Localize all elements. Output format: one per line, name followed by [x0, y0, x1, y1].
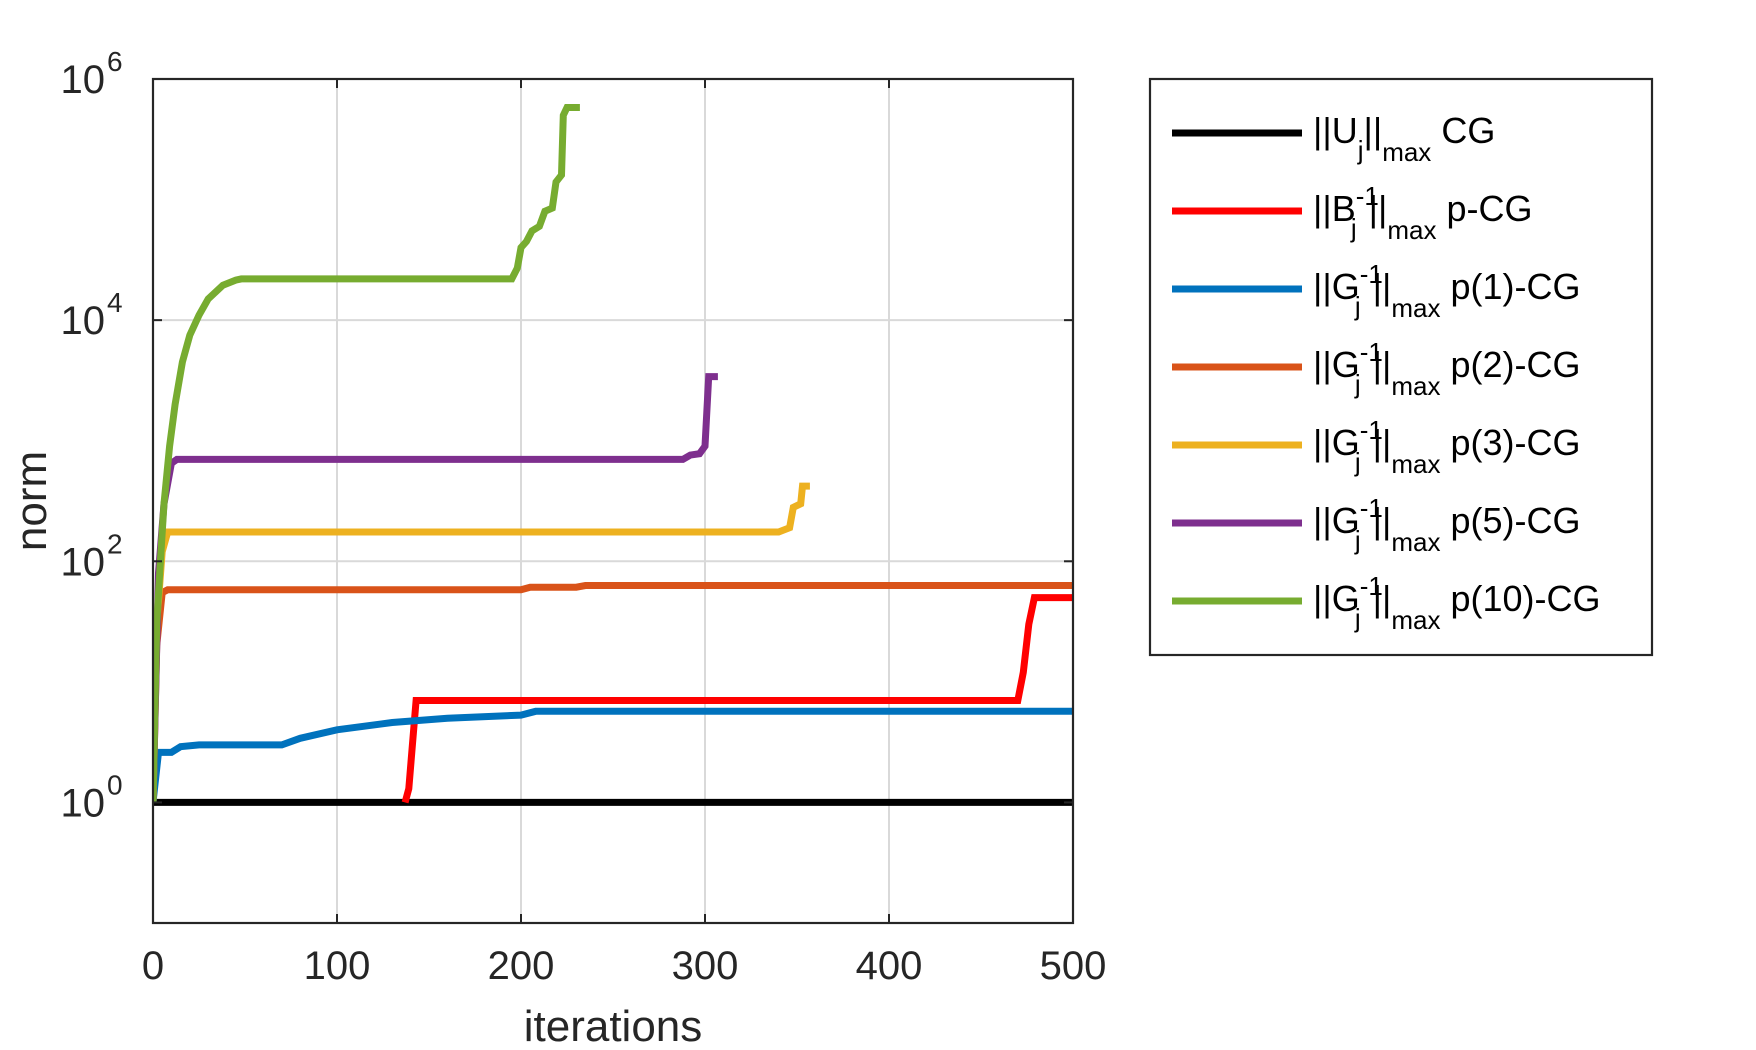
legend-label: ||Uj||max CG — [1313, 110, 1495, 167]
y-tick-label: 10 — [61, 58, 106, 102]
legend-entry-2: ||G-1 j ||max p(1)-CG — [1172, 259, 1580, 323]
y-tick-exponent: 0 — [107, 769, 123, 800]
legend-label: ||G-1 j ||max p(3)-CG — [1313, 415, 1580, 479]
legend-label: ||G-1 j ||max p(1)-CG — [1313, 259, 1580, 323]
legend-entry-4: ||G-1 j ||max p(3)-CG — [1172, 415, 1580, 479]
y-tick-base: 10 — [61, 58, 106, 102]
y-tick-exponent: 6 — [107, 46, 123, 77]
x-tick-label: 400 — [856, 944, 923, 988]
legend-label: ||G-1 j ||max p(10)-CG — [1313, 571, 1600, 635]
y-axis-label: norm — [7, 451, 56, 551]
series-lines — [153, 104, 1073, 806]
x-tick-label: 200 — [488, 944, 555, 988]
legend-entry-0: ||Uj||max CG — [1172, 110, 1495, 167]
x-tick-label: 0 — [142, 944, 164, 988]
legend-entry-6: ||G-1 j ||max p(10)-CG — [1172, 571, 1600, 635]
plot-frame — [151, 77, 1075, 925]
legend-label: ||G-1 j ||max p(5)-CG — [1313, 493, 1580, 557]
series-line-6 — [153, 104, 580, 803]
x-tick-label: 100 — [304, 944, 371, 988]
x-tick-label: 500 — [1040, 944, 1107, 988]
y-tick-base: 10 — [61, 540, 106, 584]
y-tick-base: 10 — [61, 299, 106, 343]
y-tick-label: 10 — [61, 781, 106, 825]
legend-label: ||G-1 j ||max p(2)-CG — [1313, 337, 1580, 401]
legend: ||Uj||max CG ||B-1 j ||max p-CG ||G-1 j ||max … — [1148, 77, 1654, 657]
legend-label: ||B-1 j ||max p-CG — [1313, 181, 1532, 245]
y-tick-exponent: 2 — [107, 528, 123, 559]
y-tick-label: 10 — [61, 299, 106, 343]
y-tick-label: 10 — [61, 540, 106, 584]
x-tick-label: 300 — [672, 944, 739, 988]
legend-entry-5: ||G-1 j ||max p(5)-CG — [1172, 493, 1580, 557]
y-tick-base: 10 — [61, 781, 106, 825]
y-tick-exponent: 4 — [107, 287, 123, 318]
legend-entry-3: ||G-1 j ||max p(2)-CG — [1172, 337, 1580, 401]
plot-background — [153, 79, 1073, 923]
series-line-1 — [401, 594, 1073, 804]
series-line-2 — [153, 707, 1073, 803]
legend-entry-1: ||B-1 j ||max p-CG — [1172, 181, 1532, 245]
x-axis-label: iterations — [524, 1002, 703, 1050]
